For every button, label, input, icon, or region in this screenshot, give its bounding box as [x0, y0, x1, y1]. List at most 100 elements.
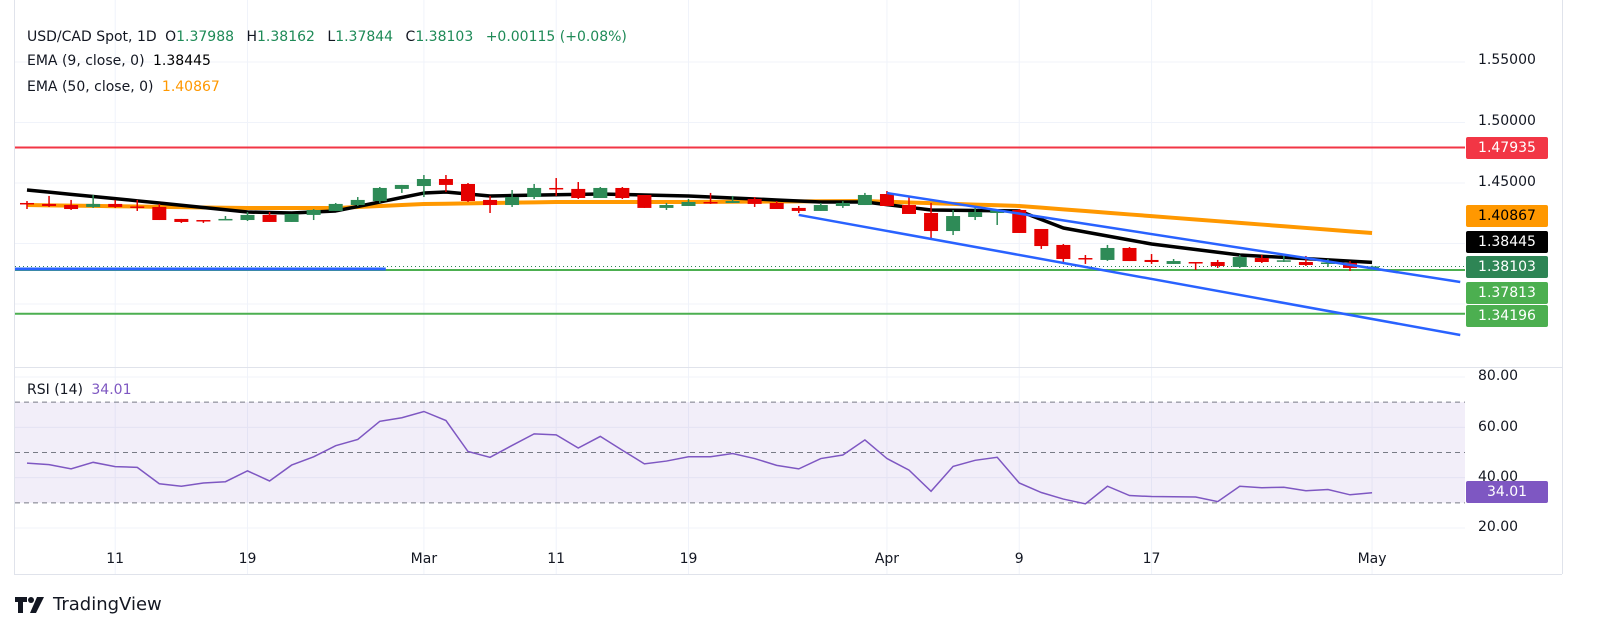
ema9-label: EMA (9, close, 0)	[27, 53, 145, 69]
rsi-label: RSI (14)	[27, 382, 83, 398]
candle	[571, 182, 586, 199]
candle-body	[637, 194, 652, 208]
candle	[747, 197, 762, 207]
price-tag-last-price: 1.38103	[1466, 256, 1548, 278]
candle	[505, 190, 520, 207]
candle-body	[725, 201, 740, 203]
candle	[483, 195, 498, 214]
candle-body	[1012, 209, 1027, 233]
candle	[1276, 255, 1291, 263]
candle-body	[1056, 244, 1071, 259]
candle-body	[505, 197, 520, 206]
candle	[1078, 254, 1093, 264]
candle	[946, 209, 961, 236]
candle	[813, 202, 828, 211]
change-value: +0.00115 (+0.08%)	[485, 29, 627, 45]
close-label: C	[405, 29, 416, 45]
symbol-legend: USD/CAD Spot, 1D O1.37988 H1.38162 L1.37…	[27, 28, 631, 46]
candle	[416, 175, 431, 198]
tradingview-logo[interactable]: TradingView	[15, 594, 162, 615]
ema50-legend[interactable]: EMA (50, close, 0) 1.40867	[27, 78, 224, 96]
low-label: L	[327, 29, 336, 45]
rsi-tag: 34.01	[1466, 481, 1548, 503]
candle-body	[328, 203, 343, 211]
time-axis-label: Mar	[410, 551, 438, 567]
candle-body	[924, 213, 939, 232]
trend-channel-line	[798, 213, 1461, 337]
rsi-legend[interactable]: RSI (14) 34.01	[27, 381, 135, 399]
candle-body	[549, 187, 564, 190]
time-axis-label: 11	[106, 551, 125, 567]
candle	[1100, 244, 1115, 261]
candle	[1056, 243, 1071, 263]
candle-body	[196, 220, 211, 222]
candle	[86, 194, 101, 208]
candle	[130, 199, 145, 211]
price-tick: 1.45000	[1478, 174, 1536, 190]
candle	[152, 203, 167, 221]
ema9-value: 1.38445	[153, 53, 211, 69]
candle-body	[615, 187, 630, 199]
candle	[593, 186, 608, 199]
candle-body	[527, 187, 542, 198]
candle-body	[1078, 258, 1093, 260]
candle	[306, 209, 321, 221]
candle-body	[813, 205, 828, 211]
high-label: H	[246, 29, 258, 45]
open-label: O	[165, 29, 177, 45]
brand-name: TradingView	[53, 594, 162, 615]
candle	[615, 186, 630, 199]
candle	[527, 183, 542, 199]
ema9-legend[interactable]: EMA (9, close, 0) 1.38445	[27, 52, 215, 70]
candle-body	[769, 202, 784, 210]
price-tag-resistance: 1.47935	[1466, 137, 1548, 159]
candle-body	[174, 218, 189, 222]
candle	[350, 197, 365, 206]
candle	[681, 198, 696, 206]
candle	[328, 202, 343, 211]
price-tag-ema50: 1.40867	[1466, 205, 1548, 227]
candle-body	[130, 206, 145, 208]
candle	[857, 192, 872, 206]
price-tick: 1.55000	[1478, 52, 1536, 68]
candle	[20, 201, 34, 210]
time-axis-label: 17	[1142, 551, 1161, 567]
candle-body	[703, 201, 718, 204]
candle-body	[1122, 247, 1137, 262]
candle	[1166, 258, 1181, 264]
time-axis-label: 11	[547, 551, 566, 567]
ema9-line	[26, 188, 1373, 265]
ema50-value: 1.40867	[161, 79, 220, 95]
candle-body	[1298, 262, 1313, 266]
trend-channel-line	[886, 191, 1461, 284]
candle	[549, 178, 564, 196]
candle-body	[350, 199, 365, 206]
candle	[968, 205, 983, 221]
candle	[1188, 262, 1203, 270]
candle	[769, 201, 784, 210]
candle-body	[20, 202, 34, 205]
candle-body	[306, 209, 321, 215]
candle-body	[571, 188, 586, 199]
candle-body	[42, 203, 57, 206]
high-value: 1.38162	[257, 29, 315, 45]
candle	[394, 184, 409, 193]
candle-body	[990, 209, 1005, 214]
candle-body	[1034, 228, 1049, 247]
price-tag-ema9: 1.38445	[1466, 231, 1548, 253]
candle-body	[240, 214, 255, 221]
candle	[240, 212, 255, 221]
candle-body	[438, 179, 453, 185]
candle-body	[372, 187, 387, 202]
candle-body	[791, 207, 806, 211]
candle-body	[857, 194, 872, 206]
candle	[725, 195, 740, 203]
time-axis-label: Apr	[874, 551, 900, 567]
candle-body	[902, 205, 916, 214]
candle	[1034, 228, 1049, 249]
rsi-value: 34.01	[91, 382, 132, 398]
candle-body	[394, 184, 409, 189]
candle	[1144, 254, 1159, 264]
candle-body	[1276, 260, 1291, 262]
